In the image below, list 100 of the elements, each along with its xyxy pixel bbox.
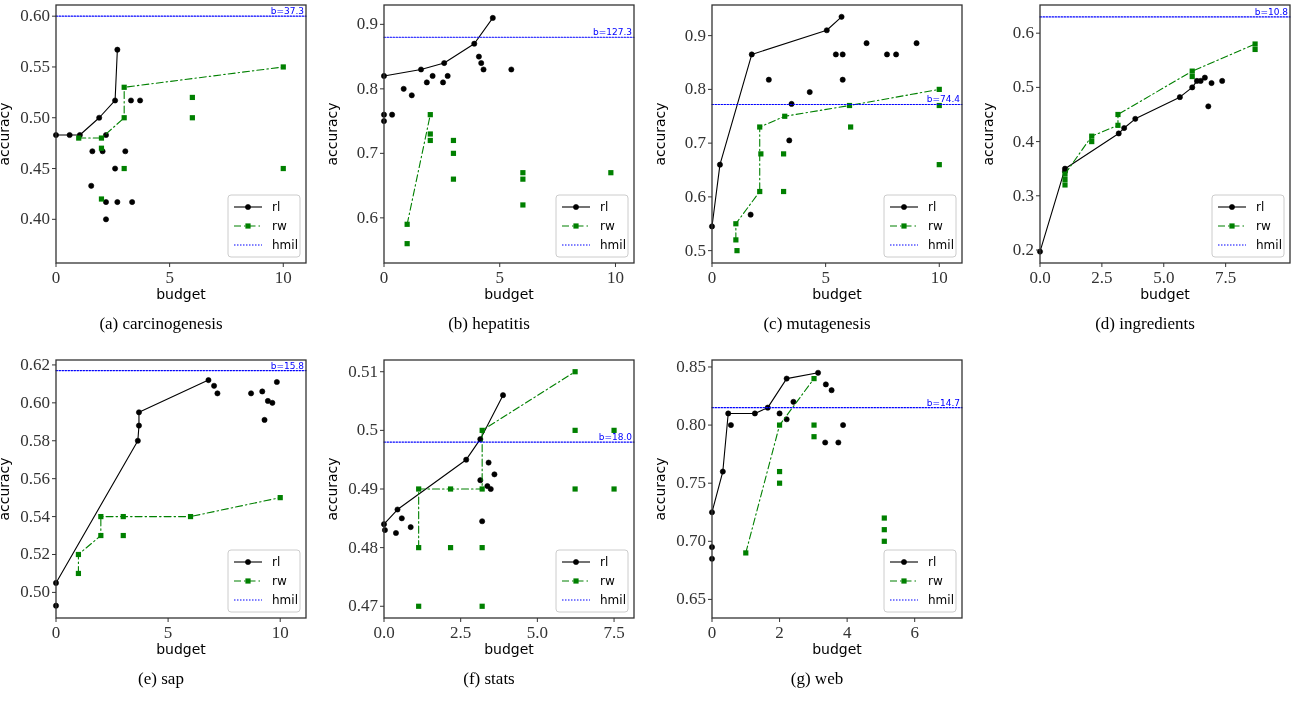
y-tick-label: 0.80: [676, 415, 706, 435]
y-tick-label: 0.50: [20, 107, 50, 127]
x-axis-title: budget: [156, 641, 207, 657]
legend-label: rl: [600, 555, 609, 569]
legend-label: rl: [1256, 200, 1265, 214]
x-axis-title: budget: [156, 286, 207, 302]
legend-label: hmil: [272, 238, 298, 252]
legend-label: rw: [272, 219, 287, 233]
annotation: b=74.4: [926, 94, 961, 105]
x-axis-title: budget: [484, 641, 535, 657]
x-axis-title: budget: [812, 286, 863, 302]
text: (c) mutagenesis: [763, 314, 871, 333]
y-tick-label: 0.50: [20, 582, 50, 602]
legend-label: hmil: [928, 238, 954, 252]
y-tick-label: 0.60: [20, 392, 50, 412]
annotation: b=18.0: [598, 432, 633, 443]
x-tick-label: 0: [707, 623, 717, 642]
x-tick-label: 5: [821, 268, 830, 287]
text: (a) carcinogenesis: [99, 314, 223, 333]
y-tick-label: 0.54: [20, 506, 51, 526]
y-tick-label: 0.6: [684, 186, 706, 206]
y-axis-title: accuracy: [0, 102, 12, 166]
x-tick-label: 6: [910, 623, 919, 642]
y-tick-label: 0.48: [348, 537, 378, 557]
y-axis-title: accuracy: [652, 102, 668, 166]
x-tick-label: 5: [495, 268, 504, 287]
y-tick-label: 0.9: [684, 25, 706, 45]
x-tick-label: 5.0: [1153, 268, 1175, 287]
y-tick-label: 0.3: [1012, 185, 1034, 205]
y-tick-label: 0.8: [356, 78, 378, 98]
x-tick-label: 10: [271, 623, 289, 642]
legend-label: rl: [272, 555, 281, 569]
legend-label: rl: [928, 555, 937, 569]
x-tick-label: 10: [274, 268, 292, 287]
legend-label: hmil: [1256, 238, 1282, 252]
y-tick-label: 0.58: [20, 430, 50, 450]
annotation: b=14.7: [926, 397, 960, 408]
x-axis-title: budget: [812, 641, 863, 657]
y-tick-label: 0.65: [676, 589, 706, 609]
legend-label: rw: [272, 574, 287, 588]
y-axis-title: accuracy: [980, 102, 996, 166]
y-tick-label: 0.2: [1012, 239, 1034, 259]
y-tick-label: 0.52: [20, 544, 50, 564]
legend-label: hmil: [600, 238, 626, 252]
x-axis-title: budget: [484, 286, 535, 302]
y-tick-label: 0.7: [356, 143, 379, 163]
y-tick-label: 0.6: [356, 207, 378, 227]
legend-label: rw: [600, 574, 615, 588]
x-tick-label: 0: [707, 268, 717, 287]
y-tick-label: 0.9: [356, 14, 378, 34]
y-tick-label: 0.51: [348, 361, 378, 381]
annotation: b=10.8: [1254, 6, 1289, 17]
y-tick-label: 0.5: [356, 420, 378, 440]
legend-label: rw: [600, 219, 615, 233]
x-tick-label: 5: [165, 268, 174, 287]
x-tick-label: 2: [775, 623, 784, 642]
text: (f) stats: [463, 669, 515, 688]
legend-label: rw: [928, 574, 943, 588]
annotation: b=15.8: [270, 360, 305, 371]
x-tick-label: 4: [842, 623, 852, 642]
annotation: b=37.3: [270, 6, 304, 17]
text: (e) sap: [138, 669, 184, 688]
y-tick-label: 0.4: [1012, 131, 1035, 151]
x-tick-label: 0: [379, 268, 389, 287]
y-tick-label: 0.49: [348, 479, 378, 498]
text: (d) ingredients: [1095, 314, 1195, 333]
y-tick-label: 0.62: [20, 354, 50, 374]
y-tick-label: 0.40: [20, 209, 50, 229]
y-tick-label: 0.6: [1012, 23, 1034, 43]
y-axis-title: accuracy: [0, 457, 12, 521]
legend-label: rw: [928, 219, 943, 233]
x-tick-label: 7.5: [1215, 268, 1237, 287]
y-tick-label: 0.8: [684, 79, 706, 99]
legend-label: rl: [928, 200, 937, 214]
y-tick-label: 0.70: [676, 531, 706, 551]
legend-label: hmil: [600, 593, 626, 607]
y-tick-label: 0.56: [20, 468, 50, 488]
legend-label: rw: [1256, 219, 1271, 233]
y-tick-label: 0.5: [684, 240, 706, 260]
x-tick-label: 0: [51, 623, 61, 642]
y-tick-label: 0.47: [348, 596, 379, 616]
annotation: b=127.3: [592, 27, 632, 38]
y-tick-label: 0.60: [20, 6, 50, 26]
y-tick-label: 0.7: [684, 133, 707, 153]
y-tick-label: 0.55: [20, 56, 50, 76]
legend-label: hmil: [928, 593, 954, 607]
y-axis-title: accuracy: [324, 102, 340, 166]
x-tick-label: 5: [163, 623, 173, 642]
y-tick-label: 0.75: [676, 473, 706, 493]
x-tick-label: 0.0: [1029, 268, 1051, 287]
y-axis-title: accuracy: [652, 457, 668, 521]
x-tick-label: 0.0: [373, 623, 395, 642]
legend-label: rl: [600, 200, 609, 214]
y-tick-label: 0.45: [20, 158, 50, 178]
legend-label: rl: [272, 200, 281, 214]
x-axis-title: budget: [1140, 286, 1191, 302]
x-tick-label: 5.0: [526, 623, 548, 642]
text: (b) hepatitis: [448, 314, 530, 333]
x-tick-label: 7.5: [603, 623, 625, 642]
x-tick-label: 10: [606, 268, 624, 287]
